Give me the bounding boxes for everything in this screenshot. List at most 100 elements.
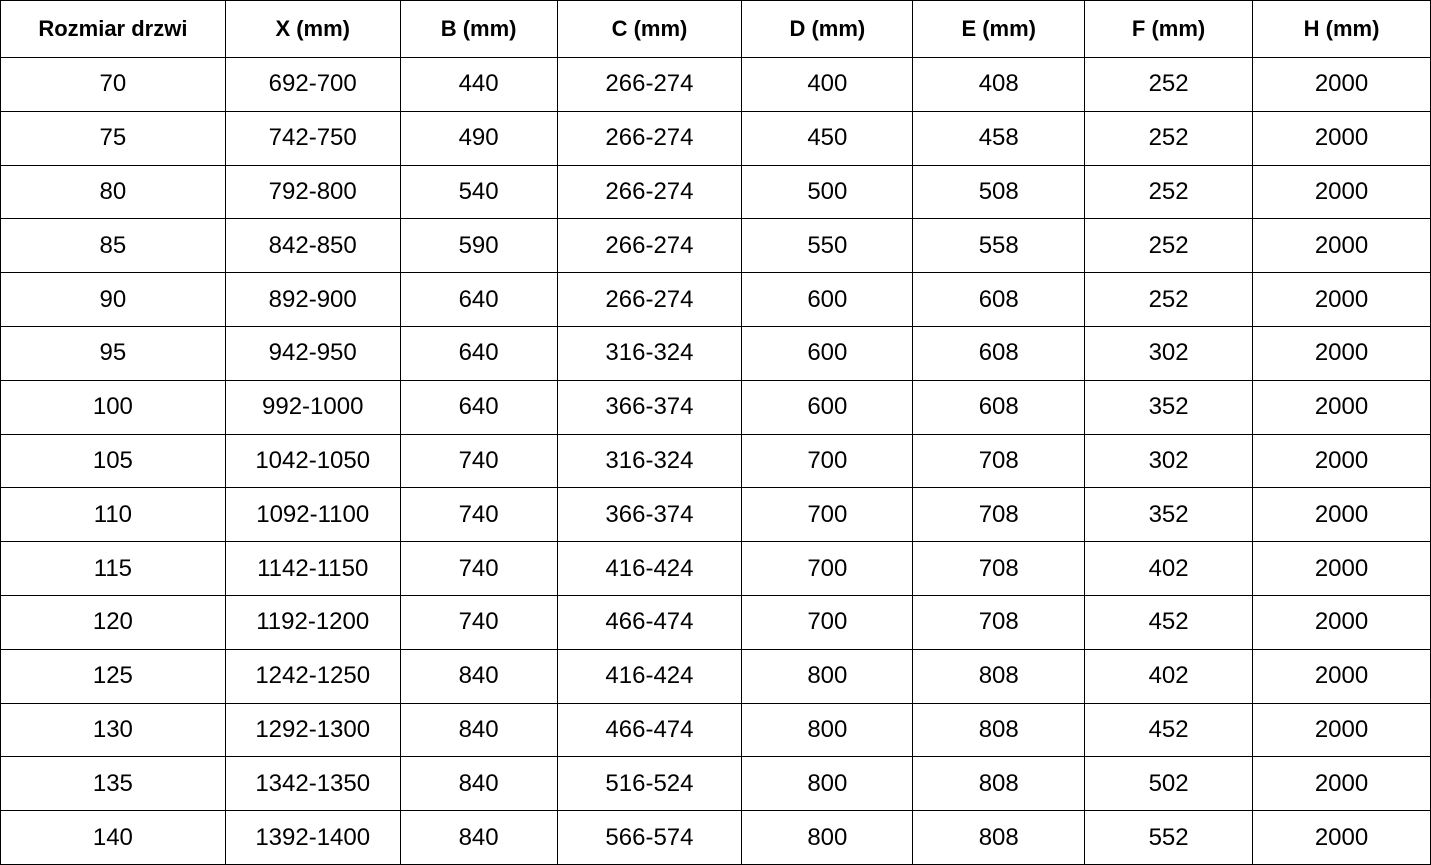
- table-row: 115 1142-1150 740 416-424 700 708 402 2000: [0, 541, 1431, 596]
- table-cell: 2000: [1252, 110, 1431, 166]
- table-cell: 708: [912, 433, 1086, 489]
- table-cell: 1042-1050: [224, 433, 401, 489]
- table-cell: 608: [912, 379, 1086, 435]
- table-cell: 840: [399, 810, 558, 865]
- table-cell: 135: [0, 756, 226, 812]
- table-cell: 2000: [1252, 810, 1431, 865]
- table-cell: 700: [741, 541, 914, 596]
- table-cell: 466-474: [556, 702, 743, 758]
- table-cell: 708: [912, 594, 1086, 650]
- table-cell: 842-850: [224, 218, 401, 274]
- table-row: 125 1242-1250 840 416-424 800 808 402 2000: [0, 648, 1431, 704]
- table-cell: 125: [0, 648, 226, 704]
- table-cell: 100: [0, 379, 226, 435]
- table-cell: 600: [741, 379, 914, 435]
- table-cell: 708: [912, 487, 1086, 543]
- table-cell: 808: [912, 756, 1086, 812]
- table-cell: 2000: [1252, 756, 1431, 812]
- table-cell: 70: [0, 57, 226, 112]
- table-cell: 366-374: [556, 487, 743, 543]
- table-cell: 892-900: [224, 272, 401, 327]
- column-header: C (mm): [556, 0, 743, 58]
- table-cell: 740: [399, 541, 558, 596]
- table-cell: 458: [912, 110, 1086, 166]
- table-cell: 252: [1084, 57, 1254, 112]
- table-cell: 440: [399, 57, 558, 112]
- table-cell: 1342-1350: [224, 756, 401, 812]
- table-cell: 140: [0, 810, 226, 865]
- table-row: 140 1392-1400 840 566-574 800 808 552 2000: [0, 810, 1431, 865]
- table-cell: 808: [912, 810, 1086, 865]
- table-cell: 700: [741, 594, 914, 650]
- table-cell: 740: [399, 594, 558, 650]
- table-row: 90 892-900 640 266-274 600 608 252 2000: [0, 272, 1431, 327]
- table-cell: 1242-1250: [224, 648, 401, 704]
- table-cell: 302: [1084, 433, 1254, 489]
- table-cell: 800: [741, 756, 914, 812]
- table-cell: 508: [912, 164, 1086, 220]
- table-cell: 466-474: [556, 594, 743, 650]
- table-cell: 640: [399, 272, 558, 327]
- table-cell: 352: [1084, 487, 1254, 543]
- table-cell: 2000: [1252, 379, 1431, 435]
- table-row: 105 1042-1050 740 316-324 700 708 302 2000: [0, 433, 1431, 489]
- table-cell: 740: [399, 433, 558, 489]
- table-cell: 1292-1300: [224, 702, 401, 758]
- table-cell: 105: [0, 433, 226, 489]
- table-row: 100 992-1000 640 366-374 600 608 352 2000: [0, 379, 1431, 435]
- table-cell: 252: [1084, 110, 1254, 166]
- table-cell: 840: [399, 702, 558, 758]
- table-cell: 85: [0, 218, 226, 274]
- table-row: 135 1342-1350 840 516-524 800 808 502 2000: [0, 756, 1431, 812]
- table-cell: 266-274: [556, 110, 743, 166]
- table-row: 120 1192-1200 740 466-474 700 708 452 2000: [0, 594, 1431, 650]
- table-cell: 2000: [1252, 648, 1431, 704]
- table-cell: 266-274: [556, 218, 743, 274]
- table-row: 110 1092-1100 740 366-374 700 708 352 2000: [0, 487, 1431, 543]
- column-header: H (mm): [1252, 0, 1431, 58]
- table-cell: 402: [1084, 541, 1254, 596]
- table-cell: 2000: [1252, 325, 1431, 381]
- table-cell: 316-324: [556, 325, 743, 381]
- table-cell: 266-274: [556, 272, 743, 327]
- table-cell: 808: [912, 702, 1086, 758]
- table-cell: 600: [741, 272, 914, 327]
- table-cell: 640: [399, 379, 558, 435]
- table-cell: 1392-1400: [224, 810, 401, 865]
- table-cell: 600: [741, 325, 914, 381]
- table-cell: 692-700: [224, 57, 401, 112]
- table-cell: 500: [741, 164, 914, 220]
- table-cell: 2000: [1252, 702, 1431, 758]
- table-cell: 452: [1084, 702, 1254, 758]
- table-cell: 540: [399, 164, 558, 220]
- table-cell: 550: [741, 218, 914, 274]
- table-cell: 2000: [1252, 487, 1431, 543]
- table-cell: 2000: [1252, 594, 1431, 650]
- table-cell: 992-1000: [224, 379, 401, 435]
- table-cell: 95: [0, 325, 226, 381]
- table-row: 130 1292-1300 840 466-474 800 808 452 2000: [0, 702, 1431, 758]
- table-cell: 252: [1084, 164, 1254, 220]
- table-cell: 416-424: [556, 541, 743, 596]
- table-cell: 800: [741, 648, 914, 704]
- table-cell: 2000: [1252, 541, 1431, 596]
- table-row: 80 792-800 540 266-274 500 508 252 2000: [0, 164, 1431, 220]
- table-cell: 400: [741, 57, 914, 112]
- table-cell: 742-750: [224, 110, 401, 166]
- table-cell: 516-524: [556, 756, 743, 812]
- table-cell: 75: [0, 110, 226, 166]
- table-cell: 115: [0, 541, 226, 596]
- table-cell: 120: [0, 594, 226, 650]
- table-cell: 266-274: [556, 164, 743, 220]
- table-cell: 708: [912, 541, 1086, 596]
- table-cell: 1092-1100: [224, 487, 401, 543]
- table-cell: 1142-1150: [224, 541, 401, 596]
- table-cell: 608: [912, 325, 1086, 381]
- table-cell: 1192-1200: [224, 594, 401, 650]
- table-cell: 252: [1084, 272, 1254, 327]
- table-cell: 700: [741, 487, 914, 543]
- column-header: F (mm): [1084, 0, 1254, 58]
- column-header: D (mm): [741, 0, 914, 58]
- table-row: 95 942-950 640 316-324 600 608 302 2000: [0, 325, 1431, 381]
